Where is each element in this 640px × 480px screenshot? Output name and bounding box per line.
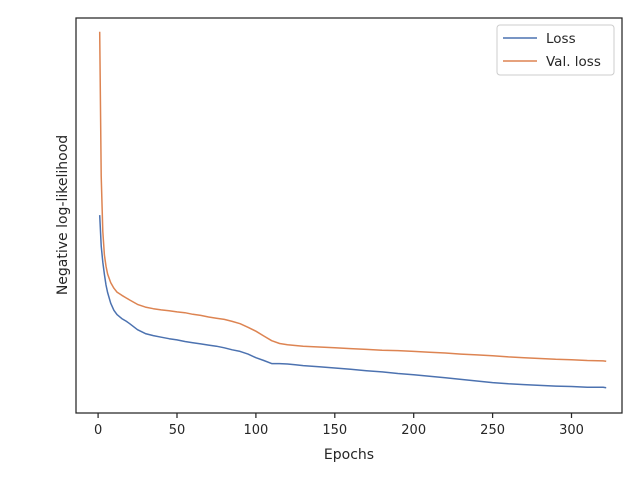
legend-label-val-loss: Val. loss bbox=[546, 54, 601, 70]
x-axis-ticks: 0 50 100 150 200 250 300 bbox=[94, 413, 584, 438]
plot-marks bbox=[98, 31, 607, 389]
plot-frame bbox=[75, 17, 623, 414]
x-tick-label: 300 bbox=[559, 423, 584, 438]
x-tick-label: 0 bbox=[94, 423, 102, 438]
x-tick-label: 150 bbox=[322, 423, 347, 438]
series-line-val-loss bbox=[98, 31, 607, 363]
x-tick-label: 200 bbox=[401, 423, 426, 438]
legend: Loss Val. loss bbox=[496, 24, 615, 76]
y-axis-label: Negative log-likelihood bbox=[55, 135, 71, 295]
legend-label-loss: Loss bbox=[546, 31, 576, 47]
x-axis-label: Epochs bbox=[324, 447, 374, 463]
x-tick-label: 250 bbox=[480, 423, 505, 438]
x-tick-label: 100 bbox=[243, 423, 268, 438]
series-line-loss bbox=[98, 215, 607, 389]
x-tick-label: 50 bbox=[169, 423, 186, 438]
